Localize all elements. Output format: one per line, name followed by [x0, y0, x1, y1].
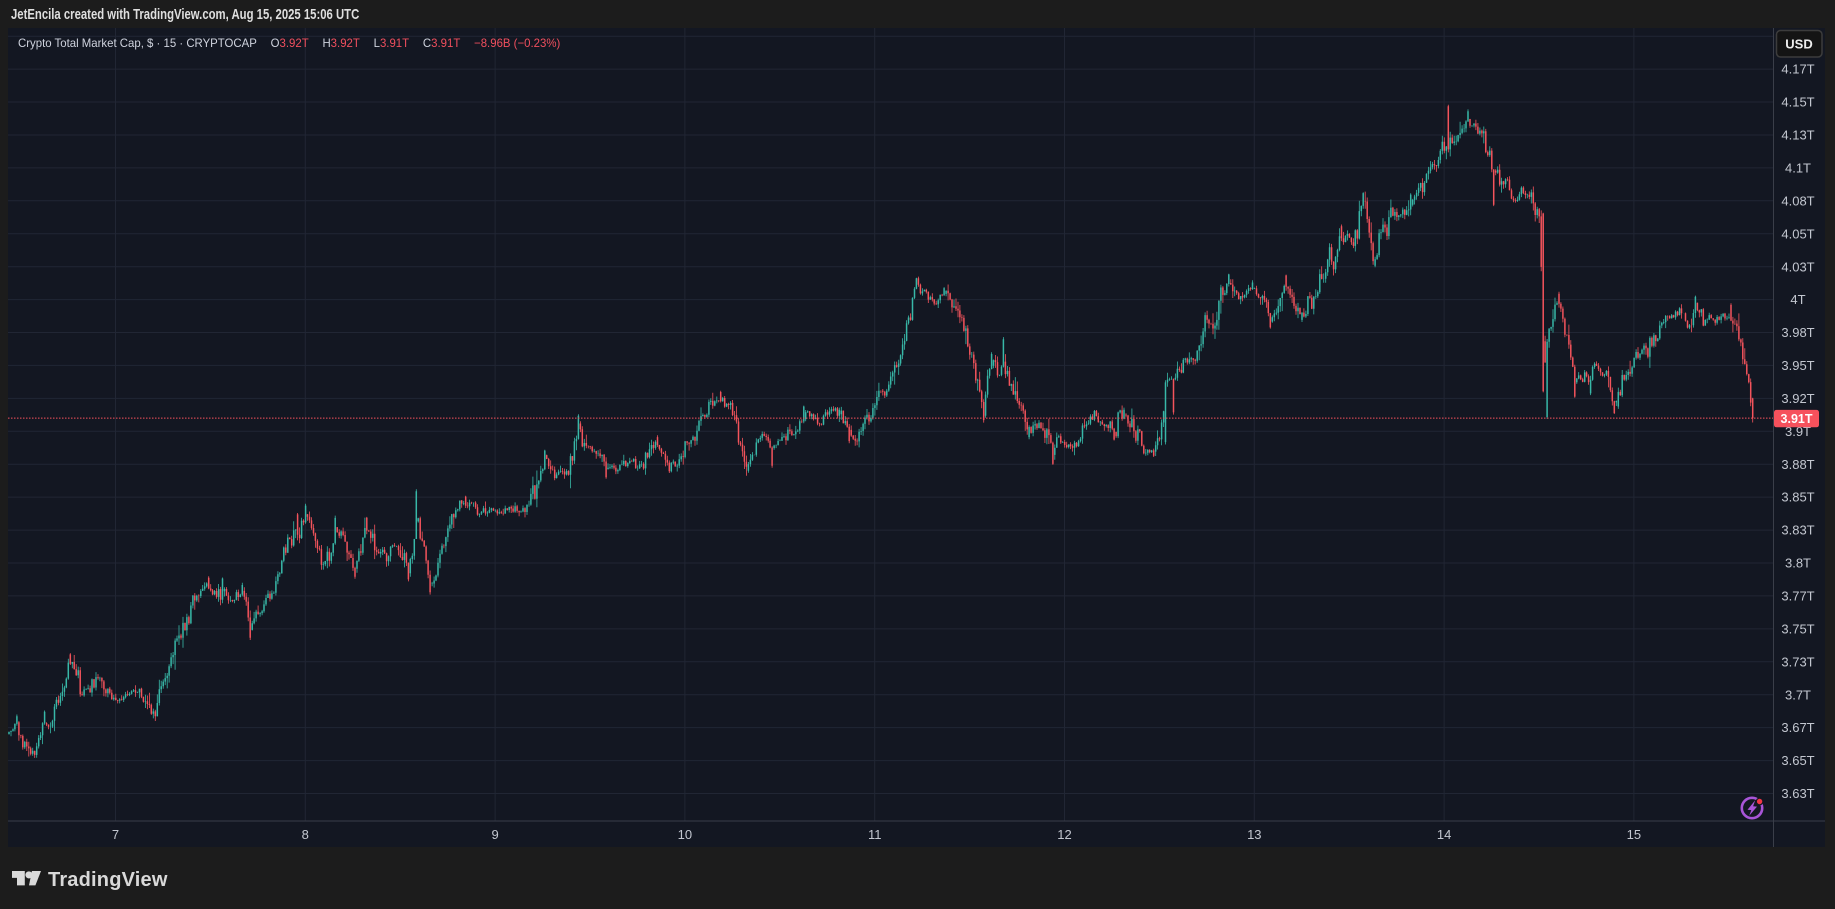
svg-text:3.92T: 3.92T: [1781, 391, 1814, 406]
svg-text:USD: USD: [1785, 37, 1812, 52]
svg-text:3.83T: 3.83T: [1781, 523, 1814, 538]
svg-text:4.13T: 4.13T: [1781, 128, 1814, 143]
svg-text:11: 11: [868, 827, 882, 842]
svg-text:3.95T: 3.95T: [1781, 358, 1814, 373]
svg-text:TradingView: TradingView: [48, 869, 168, 891]
svg-text:4T: 4T: [1790, 292, 1805, 307]
svg-text:3.88T: 3.88T: [1781, 457, 1814, 472]
svg-text:3.77T: 3.77T: [1781, 589, 1814, 604]
svg-text:3.63T: 3.63T: [1781, 786, 1814, 801]
svg-text:12: 12: [1057, 827, 1071, 842]
svg-text:3.75T: 3.75T: [1781, 622, 1814, 637]
svg-text:7: 7: [112, 827, 119, 842]
svg-text:3.7T: 3.7T: [1785, 687, 1811, 702]
svg-text:15: 15: [1627, 827, 1641, 842]
svg-text:9: 9: [491, 827, 498, 842]
svg-text:10: 10: [678, 827, 692, 842]
svg-text:4.15T: 4.15T: [1781, 95, 1814, 110]
svg-text:3.98T: 3.98T: [1781, 325, 1814, 340]
svg-text:3.9T: 3.9T: [1785, 424, 1811, 439]
svg-text:8: 8: [302, 827, 309, 842]
svg-text:14: 14: [1437, 827, 1451, 842]
svg-text:3.85T: 3.85T: [1781, 490, 1814, 505]
svg-text:4.05T: 4.05T: [1781, 226, 1814, 241]
svg-text:4.03T: 4.03T: [1781, 259, 1814, 274]
svg-text:3.67T: 3.67T: [1781, 720, 1814, 735]
svg-text:3.73T: 3.73T: [1781, 654, 1814, 669]
svg-text:13: 13: [1247, 827, 1261, 842]
svg-text:4.08T: 4.08T: [1781, 193, 1814, 208]
svg-text:4.1T: 4.1T: [1785, 161, 1811, 176]
svg-text:3.65T: 3.65T: [1781, 753, 1814, 768]
svg-text:3.91T: 3.91T: [1781, 412, 1813, 426]
svg-text:3.8T: 3.8T: [1785, 556, 1811, 571]
svg-text:4.17T: 4.17T: [1781, 62, 1814, 77]
